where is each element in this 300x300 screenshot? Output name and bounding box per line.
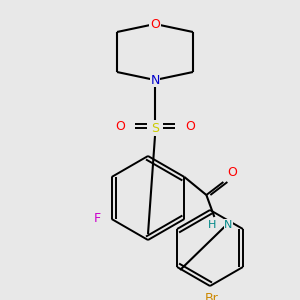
Text: F: F [94,212,101,226]
Text: O: O [150,17,160,31]
Text: O: O [185,119,195,133]
Text: H: H [208,220,216,230]
Text: O: O [115,119,125,133]
Text: N: N [224,220,233,230]
Text: O: O [227,167,237,179]
Text: S: S [151,122,159,134]
Text: N: N [150,74,160,86]
Text: Br: Br [205,292,219,300]
